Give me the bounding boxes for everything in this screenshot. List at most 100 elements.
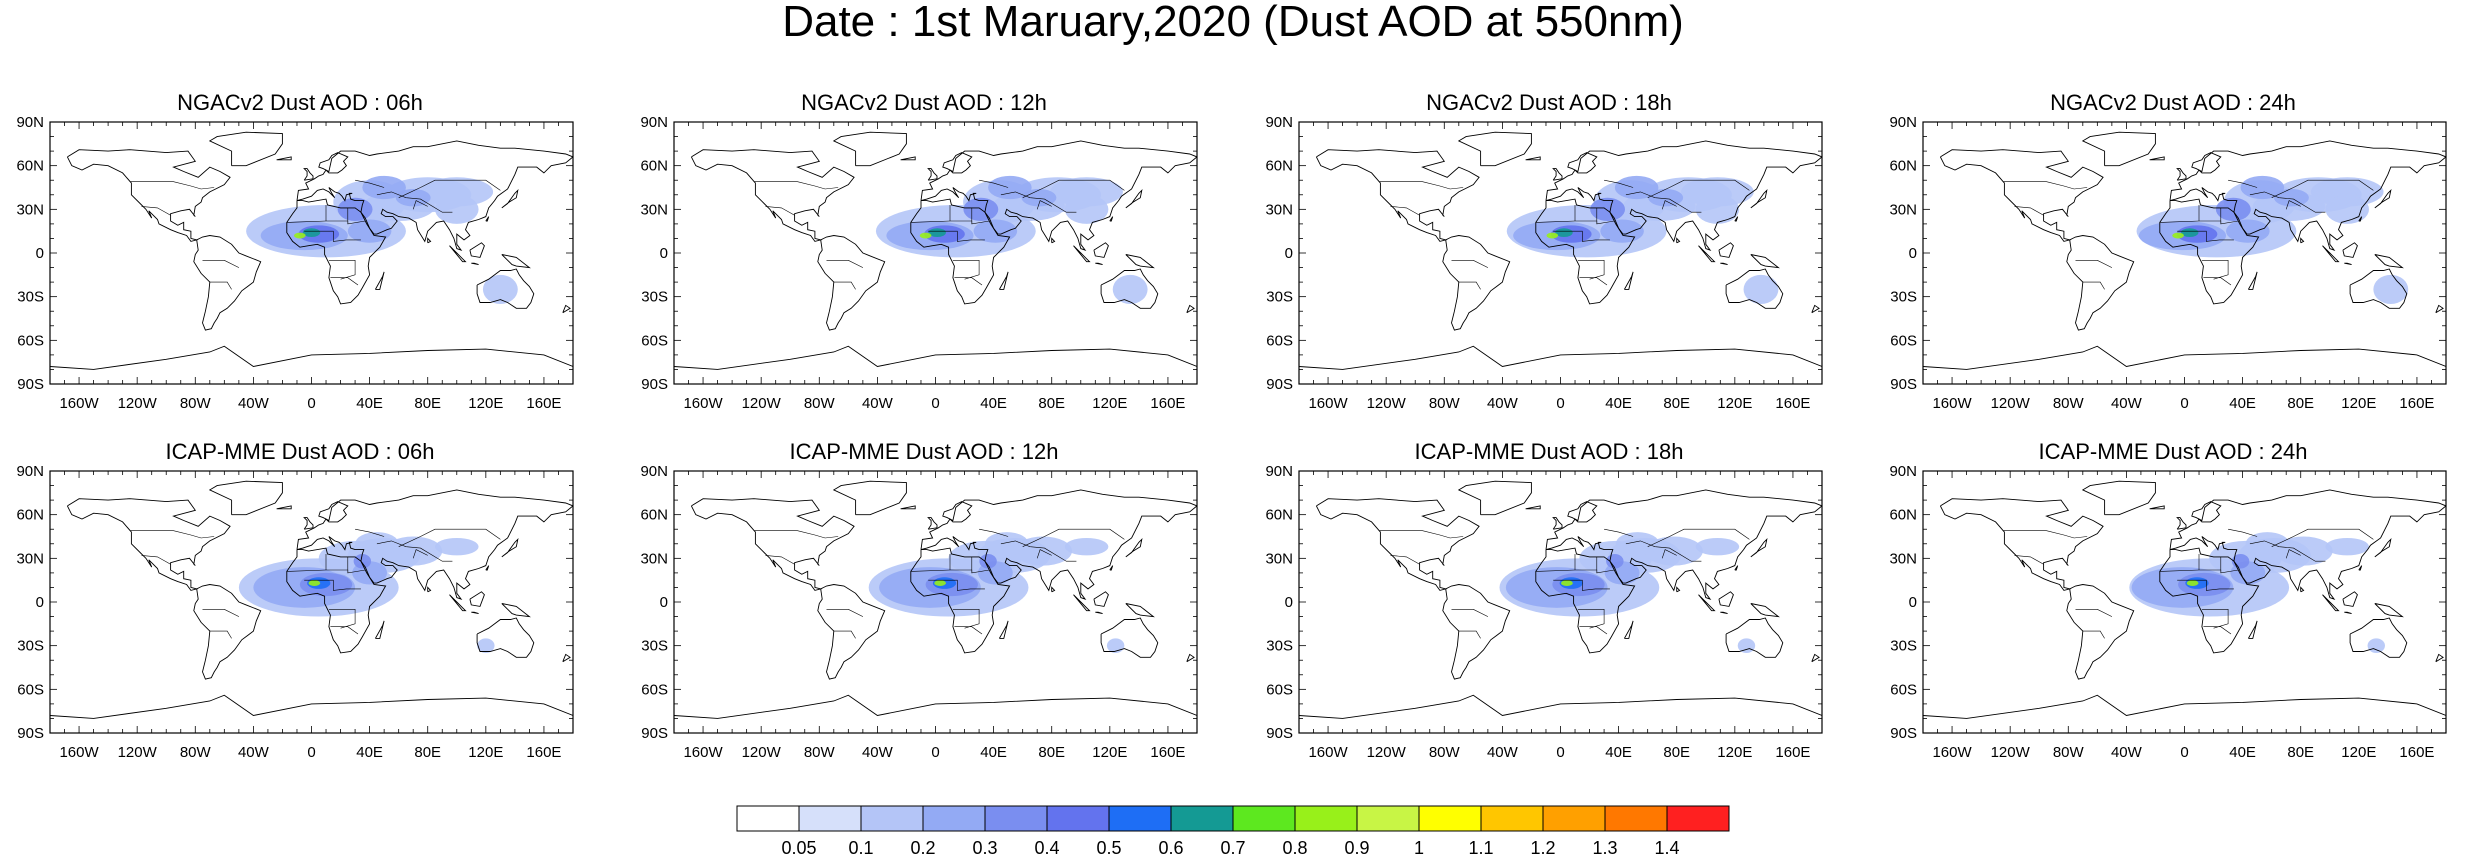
country-border bbox=[979, 179, 1009, 188]
colorbar-label: 1 bbox=[1414, 838, 1424, 854]
coastline bbox=[1676, 586, 1681, 593]
country-border bbox=[1553, 230, 1610, 242]
lon-label: 120W bbox=[1367, 395, 1407, 412]
country-border bbox=[398, 528, 501, 547]
colorbar-swatch bbox=[1108, 805, 1172, 832]
colorbar-swatch bbox=[1666, 805, 1730, 832]
coastline bbox=[1718, 242, 1734, 258]
coastline bbox=[2169, 140, 2446, 252]
lat-label: 60S bbox=[1266, 681, 1293, 698]
map-panel: ICAP-MME Dust AOD : 12h 90N 60N 30N 0 30S 60S 9… bbox=[624, 439, 1224, 781]
lat-label: 0 bbox=[1909, 594, 1917, 611]
lat-label: 60N bbox=[1265, 158, 1293, 175]
dust-aod-area bbox=[395, 188, 431, 207]
dust-aod-area bbox=[1614, 175, 1659, 200]
coastline bbox=[1624, 271, 1634, 290]
dust-aod-area bbox=[294, 232, 306, 239]
lon-label: 120E bbox=[1717, 744, 1752, 761]
coastline bbox=[2342, 242, 2358, 258]
lon-label: 80W bbox=[2053, 744, 2085, 761]
country-border bbox=[2228, 179, 2258, 188]
country-border bbox=[355, 179, 385, 188]
map-panel: ICAP-MME Dust AOD : 18h 90N 60N 30N 0 30S 60S 9… bbox=[1249, 439, 1849, 781]
country-border bbox=[928, 230, 985, 242]
lat-label: 90S bbox=[641, 725, 668, 742]
coastline bbox=[1698, 245, 1716, 263]
lon-label: 120E bbox=[2341, 395, 2376, 412]
country-border bbox=[2285, 549, 2301, 559]
coastline bbox=[1315, 498, 1480, 591]
coastline bbox=[449, 245, 467, 263]
country-border bbox=[2014, 555, 2044, 565]
lat-label: 30N bbox=[16, 550, 44, 567]
dust-aod-area bbox=[1050, 177, 1123, 207]
lon-label: 80W bbox=[180, 395, 212, 412]
lat-label: 60N bbox=[1889, 158, 1917, 175]
coastline bbox=[1552, 517, 1563, 530]
lat-label: 90N bbox=[1889, 463, 1917, 480]
colorbar-label: 0.05 bbox=[781, 838, 816, 854]
lat-label: 30S bbox=[17, 289, 44, 306]
country-border bbox=[2002, 530, 2088, 539]
lon-label: 80W bbox=[804, 395, 836, 412]
country-border bbox=[833, 630, 856, 639]
country-border bbox=[1451, 609, 1489, 617]
lon-label: 40E bbox=[980, 744, 1007, 761]
dust-aod-area bbox=[928, 228, 946, 237]
colorbar-label: 0.7 bbox=[1220, 838, 1245, 854]
lat-label: 90S bbox=[1890, 725, 1917, 742]
lon-label: 40E bbox=[356, 395, 383, 412]
lon-label: 160E bbox=[1150, 744, 1185, 761]
coastline bbox=[1073, 245, 1091, 263]
country-border bbox=[826, 260, 864, 268]
country-border bbox=[2203, 277, 2232, 286]
coastline bbox=[2374, 254, 2404, 269]
coastline bbox=[1923, 345, 2446, 370]
dust-aod-area bbox=[347, 219, 392, 243]
panel-title: ICAP-MME Dust AOD : 06h bbox=[165, 439, 435, 464]
country-border bbox=[328, 609, 356, 629]
dust-aod-area bbox=[1555, 228, 1573, 237]
map-panel: NGACv2 Dust AOD : 24h 90N 60N 30N 0 30S 60S 90S… bbox=[1873, 90, 2466, 432]
lon-label: 160E bbox=[1150, 395, 1185, 412]
lon-label: 160E bbox=[526, 395, 561, 412]
country-border bbox=[1022, 179, 1125, 198]
lon-label: 40W bbox=[862, 744, 894, 761]
country-border bbox=[2177, 230, 2234, 242]
coastline bbox=[1750, 254, 1780, 269]
dust-aod-area bbox=[337, 197, 373, 221]
dust-aod-area bbox=[934, 580, 946, 586]
coastline bbox=[1073, 594, 1091, 612]
coastline bbox=[1100, 268, 1159, 309]
coastline bbox=[1718, 591, 1734, 607]
coastline bbox=[469, 242, 485, 258]
coastline bbox=[2344, 611, 2352, 615]
lon-label: 160W bbox=[683, 744, 723, 761]
country-border bbox=[1661, 200, 1677, 210]
map-panel: ICAP-MME Dust AOD : 06h 90N 60N 30N 0 30S 60S 9… bbox=[0, 439, 600, 781]
country-border bbox=[1000, 540, 1077, 562]
coastline bbox=[1299, 694, 1822, 719]
country-border bbox=[954, 277, 983, 286]
lat-label: 60S bbox=[1890, 332, 1917, 349]
coastline bbox=[1125, 538, 1143, 558]
lat-label: 60S bbox=[641, 681, 668, 698]
coastline bbox=[2358, 216, 2363, 222]
map-svg: 90N 60N 30N 0 30S 60S 90S 160W 120W 80W 40W 0 40E 80E… bbox=[16, 114, 574, 412]
coastline bbox=[1525, 156, 1541, 161]
coastline bbox=[690, 149, 855, 242]
lon-label: 160W bbox=[1308, 744, 1348, 761]
country-border bbox=[202, 260, 240, 268]
dust-aod-area bbox=[1615, 532, 1660, 556]
coastline bbox=[1811, 304, 1820, 314]
dust-aod-area bbox=[984, 532, 1029, 556]
dust-aod-area bbox=[1064, 194, 1109, 224]
lat-label: 60N bbox=[640, 507, 668, 524]
lat-label: 90N bbox=[1265, 114, 1293, 131]
country-border bbox=[1458, 630, 1481, 639]
coastline bbox=[1051, 237, 1056, 244]
country-border bbox=[2082, 630, 2105, 639]
lon-label: 40E bbox=[2229, 744, 2256, 761]
coastline bbox=[2081, 480, 2156, 516]
coastline bbox=[296, 140, 573, 252]
